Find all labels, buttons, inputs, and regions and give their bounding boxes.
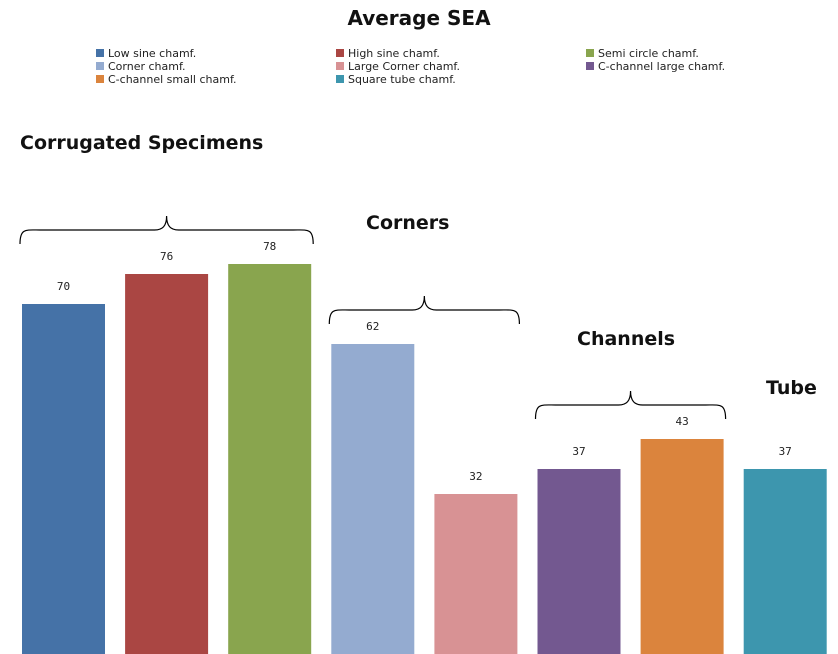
legend-item-high-sine: High sine chamf. xyxy=(336,48,440,60)
data-label-6: 43 xyxy=(675,415,688,428)
group-label-tube: Tube xyxy=(766,377,817,399)
legend-item-low-sine: Low sine chamf. xyxy=(96,48,196,60)
bar-0 xyxy=(22,304,105,654)
legend-label: C-channel small chamf. xyxy=(108,73,237,86)
legend-item-semi-circle: Semi circle chamf. xyxy=(586,48,699,60)
legend-item-c-channel-large: C-channel large chamf. xyxy=(586,61,725,73)
legend-label: Large Corner chamf. xyxy=(348,60,460,73)
group-label-corrugated: Corrugated Specimens xyxy=(20,132,264,154)
group-label-channels: Channels xyxy=(577,328,676,350)
data-label-0: 70 xyxy=(57,280,70,293)
legend-swatch xyxy=(96,75,104,83)
legend-item-corner: Corner chamf. xyxy=(96,61,186,73)
data-label-3: 62 xyxy=(366,320,379,333)
legend-label: High sine chamf. xyxy=(348,47,440,60)
group-brace-1 xyxy=(328,295,520,325)
legend-swatch xyxy=(586,62,594,70)
bar-4 xyxy=(434,494,518,654)
group-label-corners: Corners xyxy=(366,212,450,234)
legend-item-c-channel-small: C-channel small chamf. xyxy=(96,74,237,86)
bar-1 xyxy=(125,274,209,654)
legend-swatch xyxy=(336,49,344,57)
data-label-7: 37 xyxy=(779,445,792,458)
group-brace-0 xyxy=(19,215,314,245)
bar-7 xyxy=(743,469,827,654)
data-label-2: 78 xyxy=(263,240,276,253)
legend-label: Low sine chamf. xyxy=(108,47,197,60)
bar-2 xyxy=(228,264,312,654)
bar-6 xyxy=(640,439,724,654)
legend-label: Semi circle chamf. xyxy=(598,47,699,60)
bar-3 xyxy=(331,344,415,654)
legend-swatch xyxy=(586,49,594,57)
data-label-4: 32 xyxy=(469,470,482,483)
legend-label: Square tube chamf. xyxy=(348,73,456,86)
legend-label: Corner chamf. xyxy=(108,60,186,73)
legend-swatch xyxy=(96,49,104,57)
legend-swatch xyxy=(336,75,344,83)
legend-swatch xyxy=(336,62,344,70)
data-label-5: 37 xyxy=(572,445,585,458)
bar-5 xyxy=(537,469,621,654)
data-label-1: 76 xyxy=(160,250,173,263)
legend-item-large-corner: Large Corner chamf. xyxy=(336,61,460,73)
legend-swatch xyxy=(96,62,104,70)
legend-label: C-channel large chamf. xyxy=(598,60,726,73)
chart-title: Average SEA xyxy=(347,6,491,30)
group-brace-2 xyxy=(534,390,727,420)
legend-item-square-tube: Square tube chamf. xyxy=(336,74,456,86)
